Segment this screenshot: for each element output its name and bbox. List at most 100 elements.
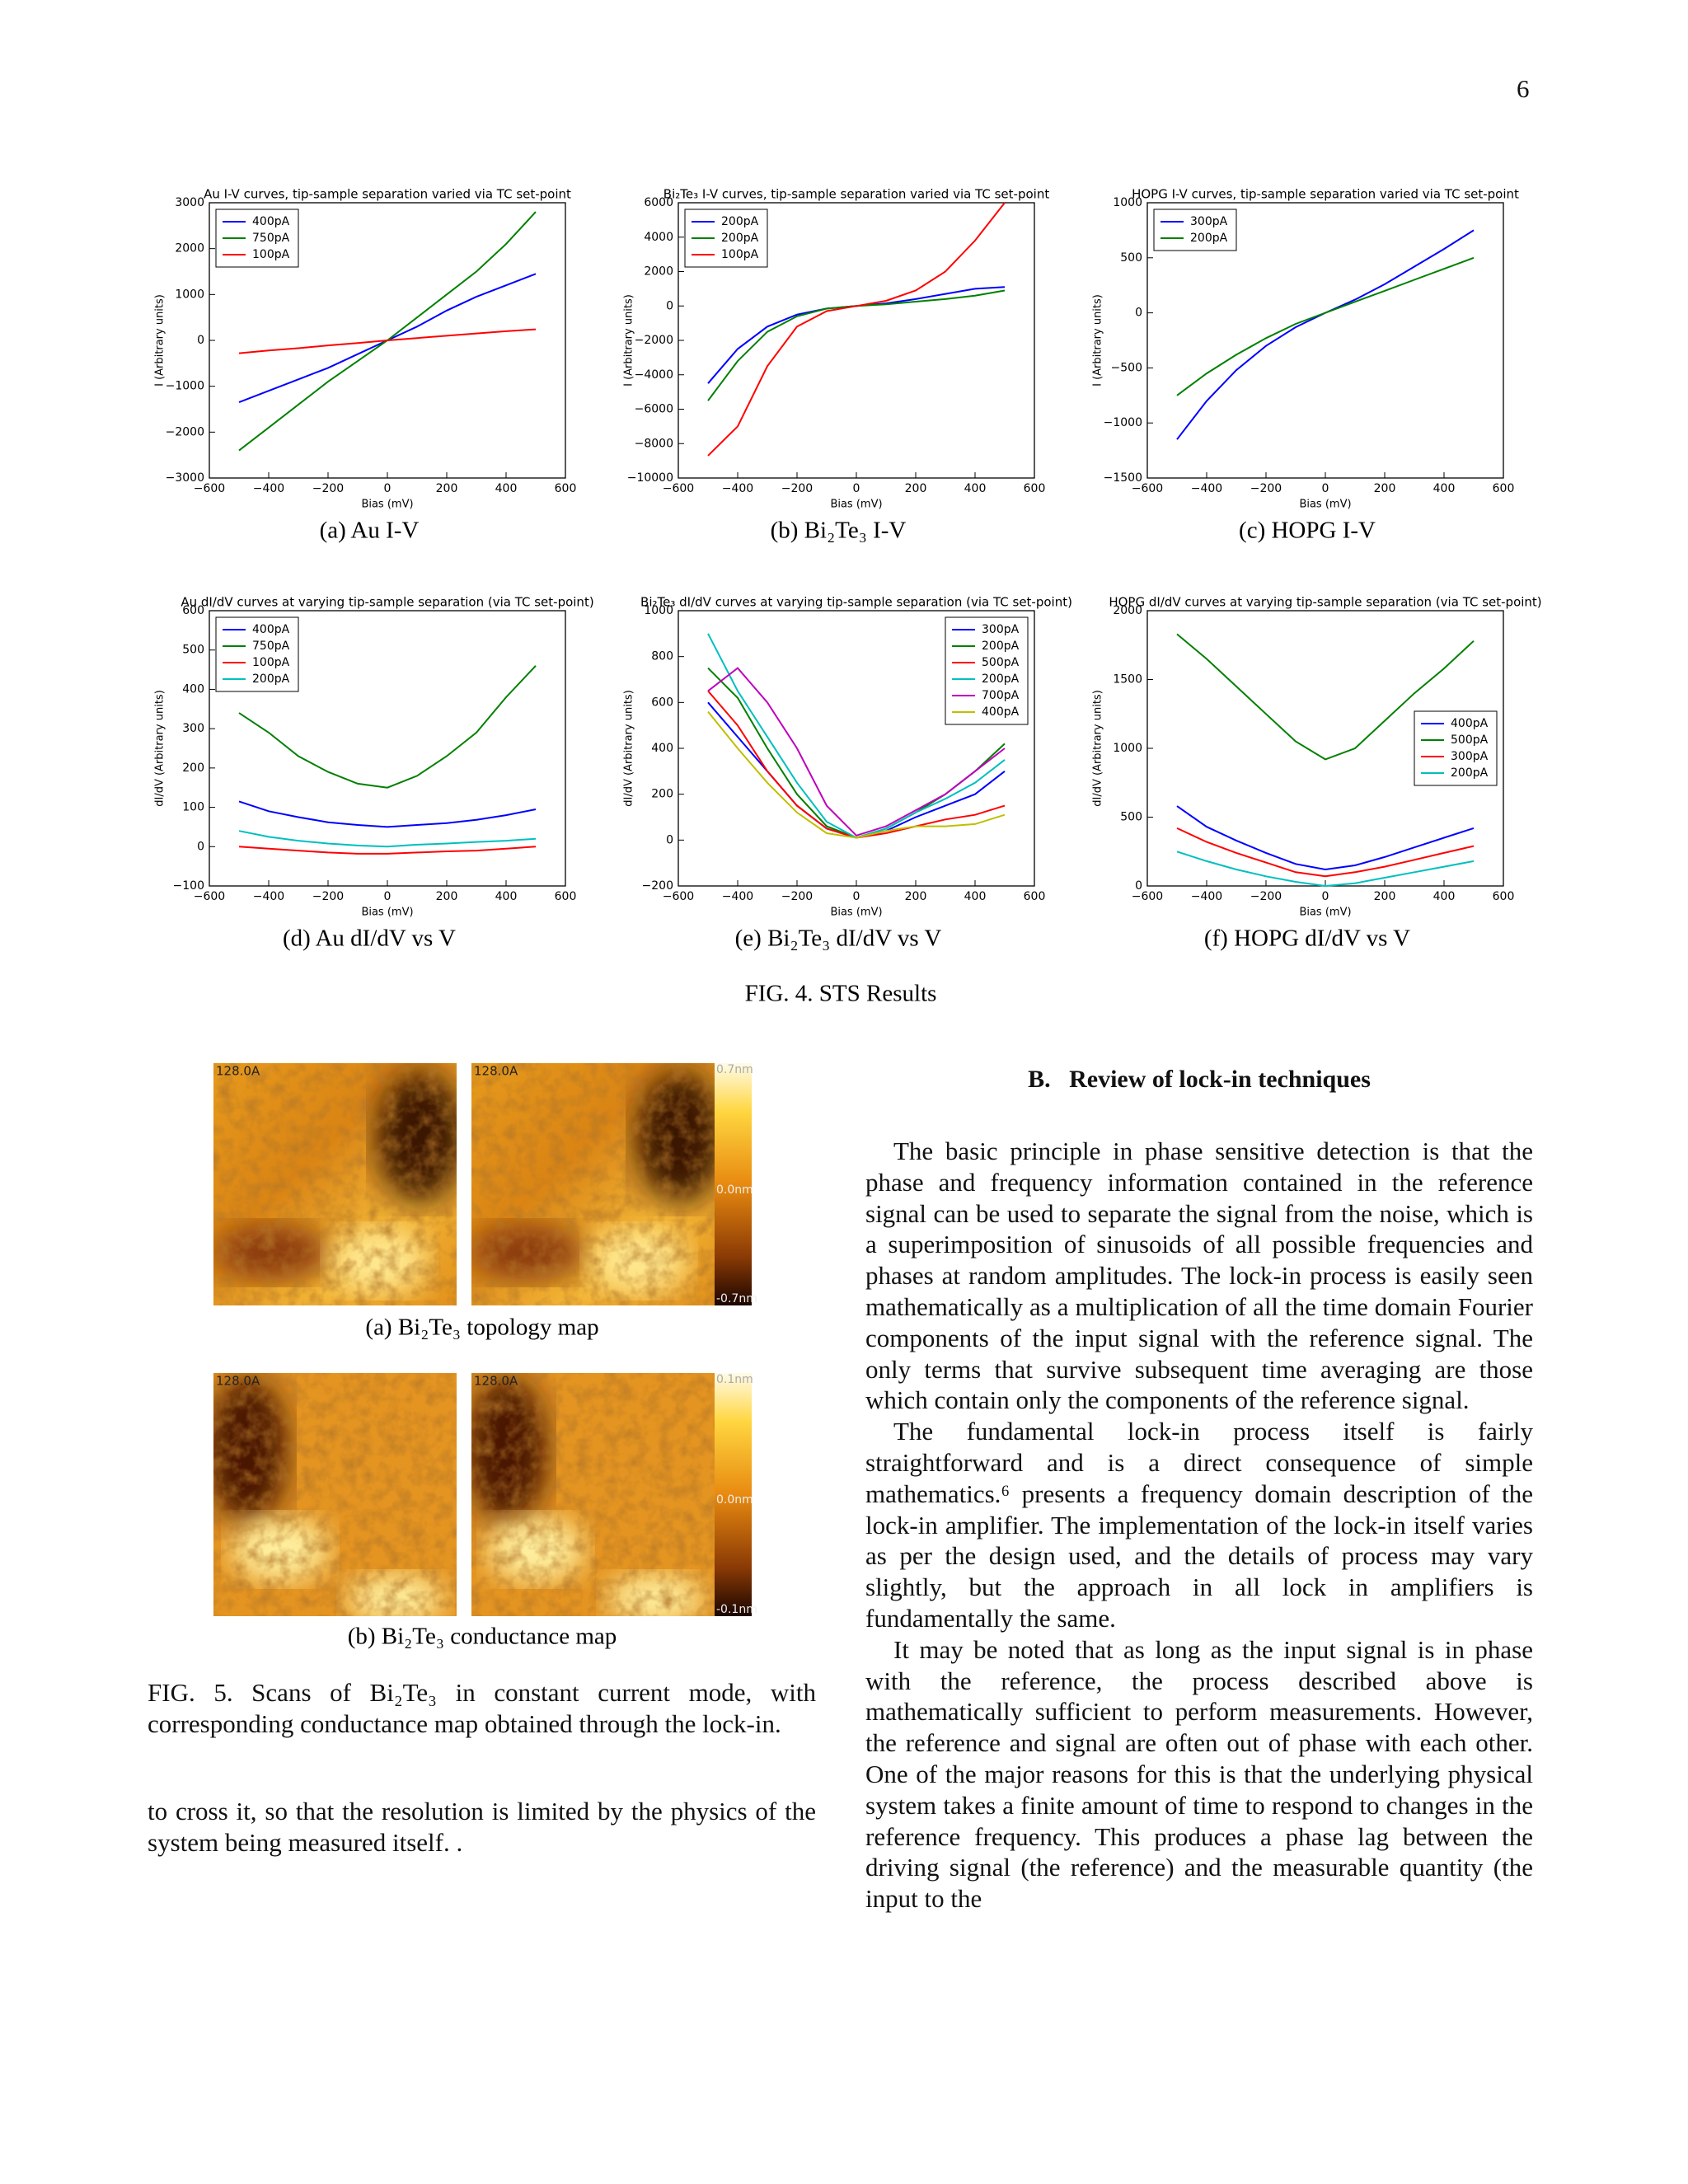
legend-label: 750pA (252, 640, 290, 653)
y-tick-label: 200 (651, 788, 673, 801)
legend-label: 700pA (982, 689, 1020, 702)
legend-label: 200pA (252, 673, 290, 686)
subfigure-caption: (a) Bi₂Te₃ topology map (365, 1315, 598, 1341)
x-tick-label: 400 (495, 482, 518, 495)
y-tick-label: 1000 (1113, 196, 1142, 209)
y-tick-label: 2000 (644, 265, 673, 279)
x-tick-label: −600 (194, 482, 225, 495)
figure-caption: FIG. 5. Scans of Bi₂Te₃ in constant curr… (148, 1678, 816, 1738)
paragraph: The fundamental lock-in process itself i… (865, 1417, 1533, 1633)
chart-title: Au dI/dV curves at varying tip-sample se… (181, 595, 593, 610)
x-tick-label: 200 (905, 890, 927, 903)
y-tick-label: 2000 (175, 242, 204, 255)
legend-label: 400pA (252, 623, 290, 636)
legend-label: 100pA (721, 248, 759, 261)
series-line (707, 710, 1006, 839)
body-text: to cross it, so that the resolution is l… (148, 1797, 816, 1857)
x-tick-label: 600 (1493, 890, 1515, 903)
x-tick-label: 200 (1374, 482, 1396, 495)
chart-title: Bi₂Te₃ dI/dV curves at varying tip-sampl… (640, 595, 1072, 610)
y-tick-label: 500 (1120, 251, 1142, 265)
y-tick-label: 1000 (644, 604, 673, 617)
x-tick-label: −400 (722, 482, 753, 495)
subfigure-caption: (a) Au I-V (320, 518, 420, 544)
series-line (707, 667, 1006, 837)
y-tick-label: −4000 (635, 368, 673, 382)
y-tick-label: 0 (1135, 307, 1142, 320)
series-line (1176, 851, 1475, 888)
legend-label: 300pA (1451, 750, 1489, 763)
chart-title: HOPG dI/dV curves at varying tip-sample … (1109, 595, 1541, 610)
y-tick-label: −2000 (166, 425, 204, 438)
x-tick-label: −400 (253, 890, 284, 903)
x-tick-label: 600 (555, 890, 577, 903)
y-tick-label: 3000 (175, 196, 204, 209)
x-tick-label: −600 (1132, 482, 1163, 495)
x-axis-label: Bias (mV) (830, 499, 882, 511)
x-tick-label: 400 (964, 482, 987, 495)
legend-label: 500pA (1451, 733, 1489, 747)
paragraph: It may be noted that as long as the inpu… (865, 1634, 1533, 1914)
legend-label: 400pA (1451, 717, 1489, 730)
topology-image (213, 1063, 457, 1305)
y-axis-label: dI/dV (Arbitrary units) (1092, 690, 1104, 807)
legend-label: 200pA (1190, 232, 1228, 245)
colorbar-label: 0.0nm (716, 1493, 753, 1507)
x-tick-label: 200 (905, 482, 927, 495)
series-line (238, 665, 537, 789)
y-tick-label: 500 (182, 644, 204, 657)
y-tick-label: 600 (182, 604, 204, 617)
colorbar-label: -0.1nm (716, 1603, 757, 1616)
y-tick-label: 2000 (1113, 604, 1142, 617)
y-tick-label: 4000 (644, 231, 673, 244)
series-line (707, 202, 1006, 457)
chart-title: Au I-V curves, tip-sample separation var… (204, 187, 571, 202)
y-tick-label: 400 (651, 742, 673, 755)
subfigure-caption: (f) HOPG dI/dV vs V (1204, 926, 1410, 952)
y-axis-label: dI/dV (Arbitrary units) (623, 690, 635, 807)
x-axis-label: Bias (mV) (361, 499, 413, 511)
series-line (1176, 633, 1475, 761)
x-tick-label: 200 (436, 890, 458, 903)
y-tick-label: 300 (182, 722, 204, 735)
x-tick-label: 600 (1024, 890, 1046, 903)
series-line (238, 830, 537, 848)
figure-caption: FIG. 4. STS Results (745, 981, 937, 1007)
y-tick-label: −8000 (635, 437, 673, 450)
x-tick-label: 200 (1374, 890, 1396, 903)
y-tick-label: 0 (197, 334, 204, 347)
series-line (238, 846, 537, 855)
section-heading: B. Review of lock-in techniques (1028, 1066, 1371, 1093)
subfigure-caption: (b) Bi₂Te₃ conductance map (348, 1624, 617, 1650)
x-tick-label: 600 (555, 482, 577, 495)
y-tick-label: 1500 (1113, 673, 1142, 687)
legend-label: 100pA (252, 248, 290, 261)
subfigure-caption: (c) HOPG I-V (1239, 518, 1376, 544)
page-number: 6 (1517, 74, 1530, 103)
x-tick-label: 0 (384, 482, 392, 495)
y-tick-label: −100 (173, 879, 204, 893)
topology-image (471, 1063, 715, 1305)
x-tick-label: −600 (1132, 890, 1163, 903)
image-label: 128.0A (216, 1064, 260, 1079)
y-tick-label: −3000 (166, 471, 204, 485)
x-tick-label: 600 (1493, 482, 1515, 495)
image-label: 128.0A (216, 1374, 260, 1389)
legend-label: 400pA (252, 215, 290, 228)
series-line (1176, 827, 1475, 878)
x-tick-label: 400 (964, 890, 987, 903)
x-axis-label: Bias (mV) (830, 907, 882, 919)
y-tick-label: 100 (182, 801, 204, 814)
x-tick-label: −200 (781, 482, 813, 495)
legend-label: 400pA (982, 705, 1020, 719)
x-tick-label: 0 (384, 890, 392, 903)
colorbar-label: 0.1nm (716, 1373, 753, 1386)
series-line (238, 328, 537, 354)
x-tick-label: 0 (1322, 482, 1329, 495)
body-column: The basic principle in phase sensitive d… (865, 1136, 1533, 1915)
y-tick-label: 400 (182, 682, 204, 696)
y-tick-label: −10000 (627, 471, 673, 485)
y-tick-label: 1000 (1113, 742, 1142, 755)
x-tick-label: 400 (1433, 482, 1456, 495)
